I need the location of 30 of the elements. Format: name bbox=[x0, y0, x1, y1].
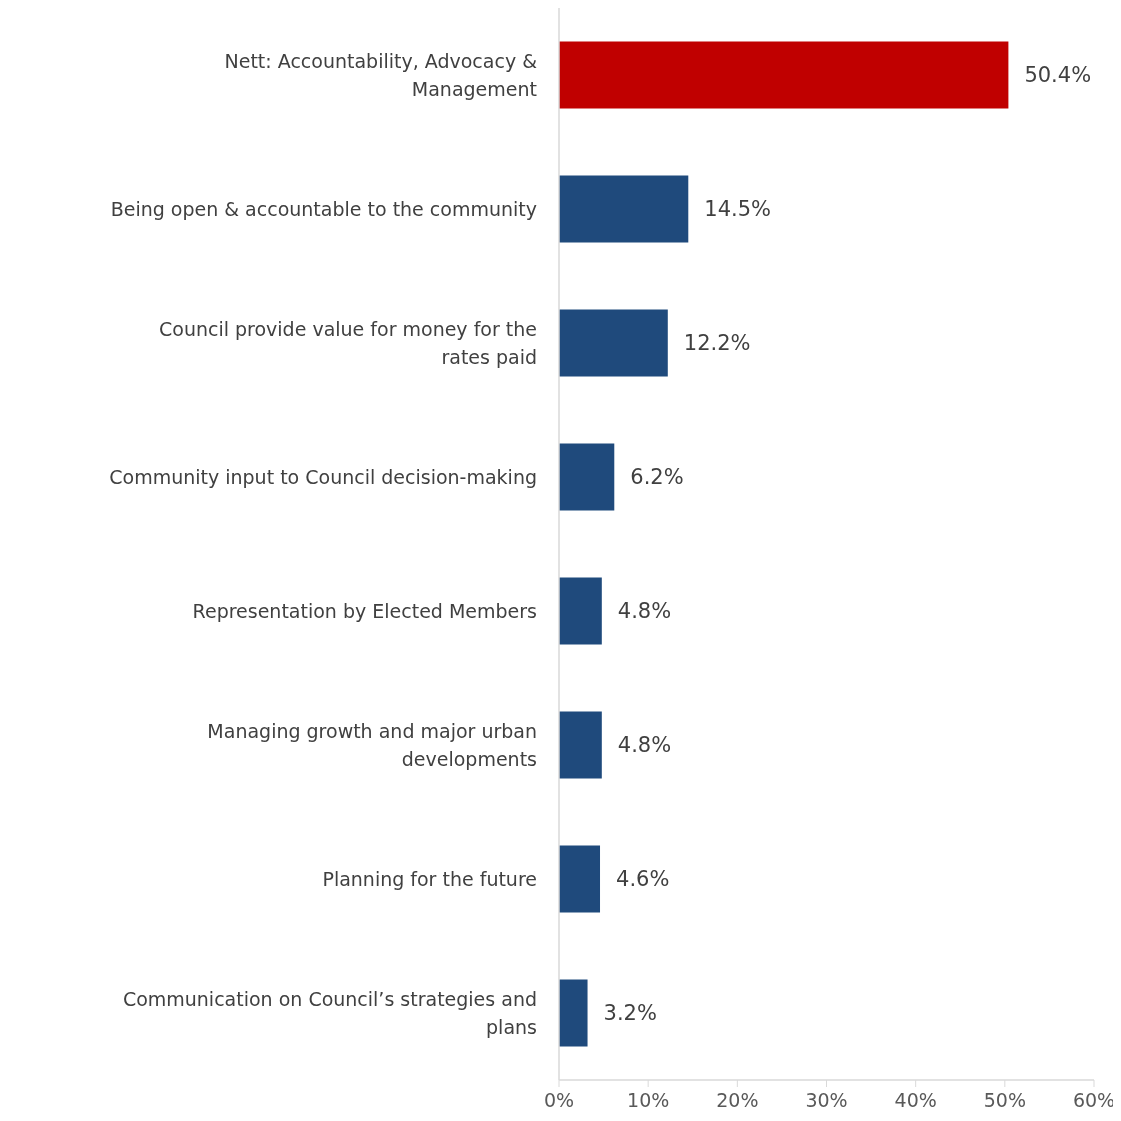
y-tick-label: Being open & accountable to the community bbox=[110, 197, 537, 220]
bar bbox=[559, 41, 1009, 109]
y-tick-label: Communication on Council’s strategies and plans bbox=[122, 987, 537, 1038]
bar bbox=[559, 577, 602, 645]
data-label: 12.2% bbox=[683, 331, 751, 356]
bar bbox=[559, 979, 588, 1047]
x-tick-label: 10% bbox=[627, 1089, 670, 1111]
y-tick-label: Nett: Accountability, Advocacy & Management bbox=[224, 49, 538, 100]
y-tick-label: Council provide value for money for the rates paid bbox=[158, 317, 537, 368]
data-label: 14.5% bbox=[704, 197, 772, 222]
data-label: 3.2% bbox=[603, 1001, 657, 1026]
data-label: 4.8% bbox=[617, 599, 672, 624]
data-label: 6.2% bbox=[630, 465, 684, 490]
x-tick-label: 0% bbox=[543, 1089, 575, 1111]
x-tick-label: 20% bbox=[716, 1089, 759, 1111]
data-label: 4.8% bbox=[617, 733, 672, 758]
bar bbox=[559, 175, 689, 243]
bar bbox=[559, 443, 615, 511]
data-label: 50.4% bbox=[1024, 63, 1092, 88]
y-tick-label: Representation by Elected Members bbox=[192, 599, 537, 622]
bar bbox=[559, 309, 668, 377]
bar bbox=[559, 711, 602, 779]
bar bbox=[559, 845, 601, 913]
y-tick-label: Planning for the future bbox=[322, 867, 537, 890]
x-tick-label: 30% bbox=[805, 1089, 848, 1111]
x-tick-label: 40% bbox=[894, 1089, 937, 1111]
x-tick-label: 50% bbox=[983, 1089, 1026, 1111]
data-label: 4.6% bbox=[616, 867, 670, 892]
y-tick-label: Community input to Council decision-making bbox=[109, 465, 537, 488]
y-tick-label: Managing growth and major urban developments bbox=[207, 719, 537, 770]
